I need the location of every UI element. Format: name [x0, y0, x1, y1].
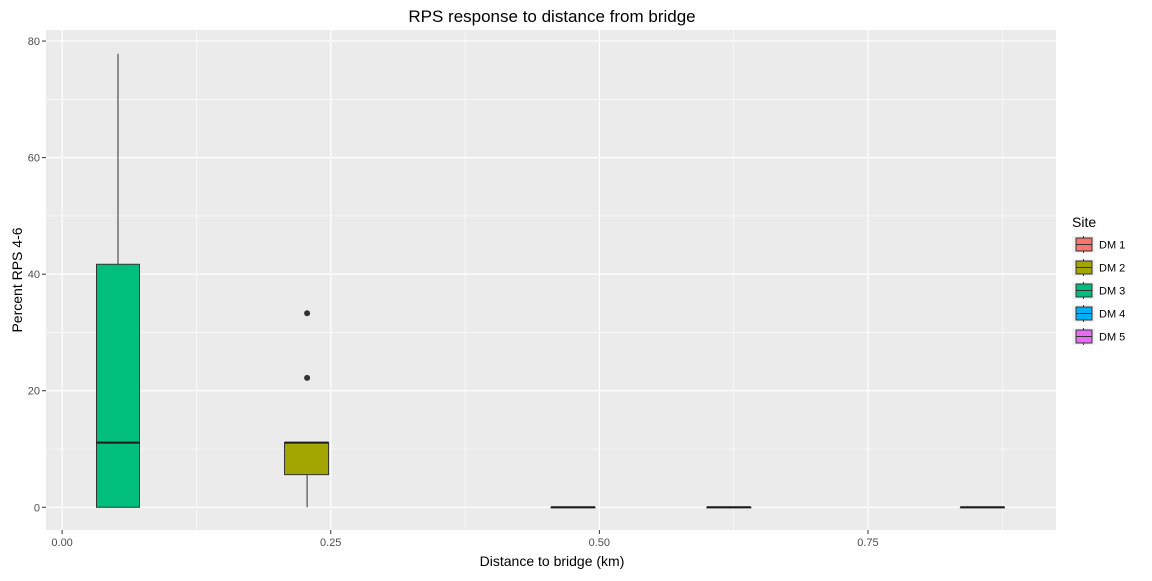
x-axis-title: Distance to bridge (km): [480, 553, 625, 569]
y-tick-label: 0: [34, 502, 40, 514]
box-dm-4: [550, 506, 596, 509]
box-dm-1: [706, 506, 752, 509]
box-dm-3: [96, 53, 140, 508]
y-tick-label: 20: [28, 386, 40, 398]
y-axis-title: Percent RPS 4-6: [9, 227, 25, 332]
x-tick-label: 0.50: [589, 537, 610, 549]
x-tick-label: 0.00: [51, 537, 72, 549]
x-tick-label: 0.25: [320, 537, 341, 549]
legend: Site DM 1 DM 2 DM 3 DM 4 DM 5: [1072, 214, 1125, 345]
legend-label: DM 1: [1099, 240, 1125, 252]
box-body: [284, 442, 330, 476]
x-tick-label: 0.75: [857, 537, 878, 549]
box-dm-2: [284, 310, 330, 508]
box-body: [96, 263, 140, 508]
legend-label: DM 4: [1099, 309, 1125, 321]
legend-label: DM 5: [1099, 332, 1125, 344]
legend-item-dm-1: DM 1: [1072, 236, 1125, 253]
legend-items: DM 1 DM 2 DM 3 DM 4 DM 5: [1072, 236, 1125, 345]
chart-title: RPS response to distance from bridge: [408, 7, 695, 26]
legend-item-dm-5: DM 5: [1072, 328, 1125, 345]
box-layer: [96, 53, 1005, 509]
legend-item-dm-2: DM 2: [1072, 259, 1125, 276]
legend-title: Site: [1072, 214, 1096, 230]
legend-item-dm-3: DM 3: [1072, 282, 1125, 299]
legend-label: DM 3: [1099, 286, 1125, 298]
box-dm-5: [959, 506, 1005, 509]
axis-layer: 0 20 40 60 80 0.00 0.25 0.50 0.75: [28, 36, 879, 549]
legend-label: DM 2: [1099, 263, 1125, 275]
grid-layer: [46, 30, 1056, 530]
y-tick-label: 80: [28, 36, 40, 48]
plot-panel: [46, 30, 1056, 530]
y-tick-label: 40: [28, 269, 40, 281]
outlier-point: [304, 374, 311, 381]
legend-item-dm-4: DM 4: [1072, 305, 1125, 322]
outlier-point: [304, 310, 311, 317]
y-tick-label: 60: [28, 153, 40, 165]
